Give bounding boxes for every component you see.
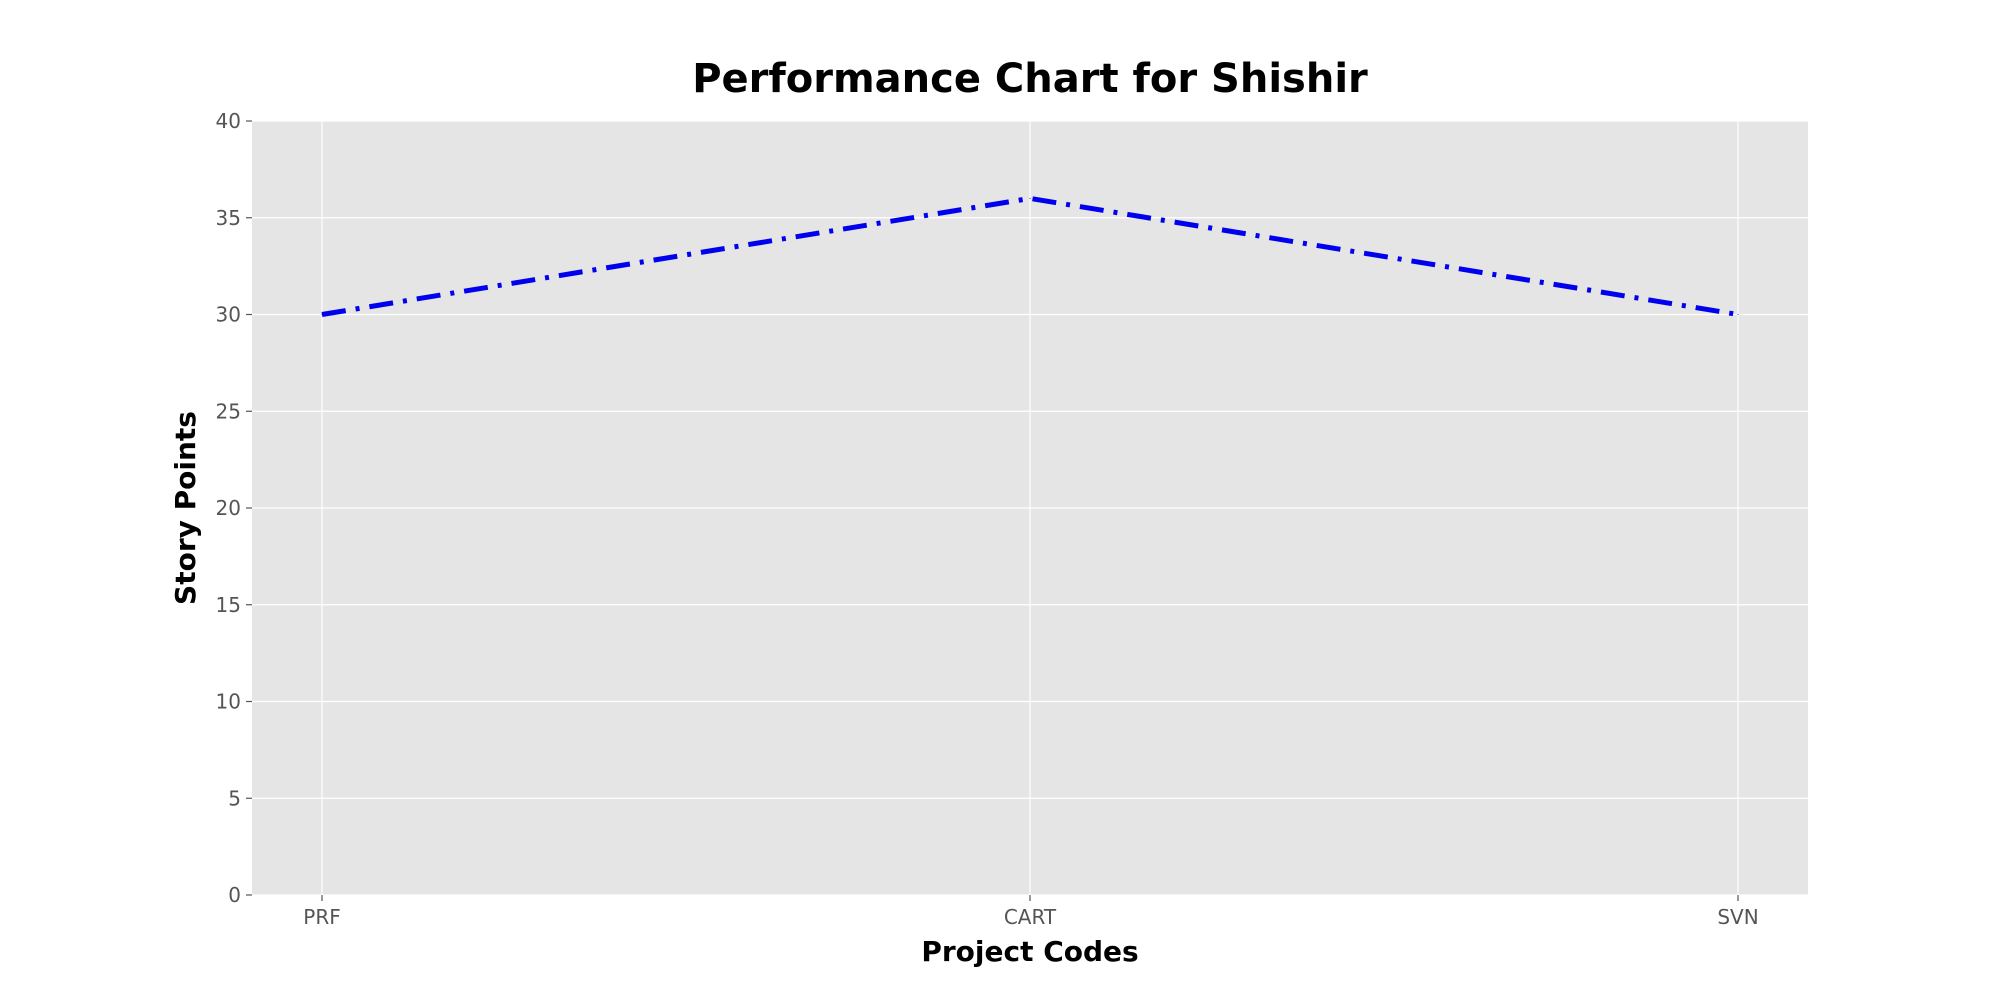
x-tick-label: SVN (1717, 905, 1758, 929)
y-tick-label: 25 (216, 399, 241, 423)
data-point (1737, 314, 1739, 315)
chart-title: Performance Chart for Shishir (692, 56, 1368, 102)
grid-lines (252, 120, 1808, 896)
y-tick-label: 30 (216, 303, 241, 327)
data-point (1029, 197, 1031, 199)
y-tick-label: 10 (216, 690, 241, 714)
y-tick-label: 20 (216, 496, 241, 520)
y-tick-label: 0 (228, 883, 241, 907)
data-point (321, 314, 323, 315)
axis-ticks: 0 5 10 15 20 25 30 35 40 PRF CART SVN (216, 109, 1759, 929)
y-tick-label: 40 (216, 109, 241, 133)
y-tick-label: 35 (216, 206, 241, 230)
y-tick-label: 5 (228, 786, 241, 810)
series-layer (321, 195, 1739, 317)
y-axis-label: Story Points (169, 411, 202, 605)
x-tick-label: PRF (303, 905, 340, 929)
x-tick-label: CART (1004, 905, 1057, 929)
y-tick-label: 15 (216, 593, 241, 617)
x-axis-label: Project Codes (921, 935, 1138, 968)
